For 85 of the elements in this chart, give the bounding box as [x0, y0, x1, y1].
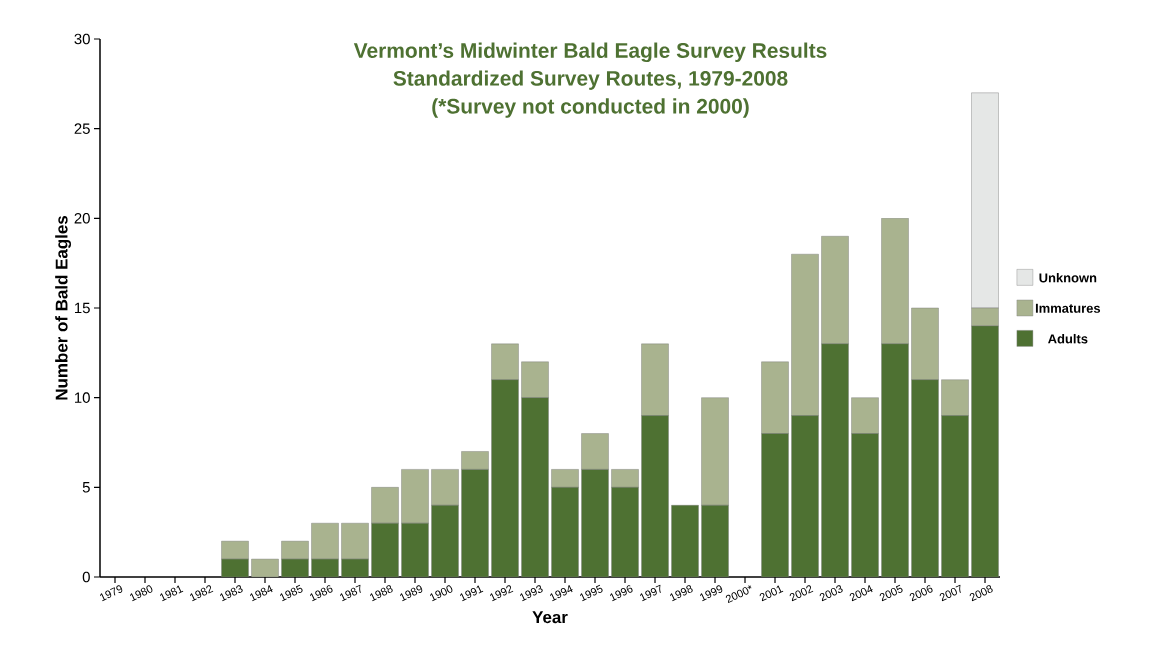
x-tick-label: 1983 — [219, 585, 243, 602]
bar — [641, 343, 669, 416]
x-tick-label: 1994 — [549, 584, 573, 602]
bar — [821, 343, 849, 577]
bar — [701, 397, 729, 506]
x-tick-label: 1981 — [159, 585, 184, 602]
bar — [551, 469, 579, 488]
x-tick-label: 2003 — [819, 585, 843, 602]
bar — [671, 505, 699, 577]
y-tick-label: 30 — [74, 33, 90, 45]
x-axis-title: Year — [532, 611, 568, 624]
x-tick-label: 1995 — [579, 584, 603, 602]
y-tick-label: 0 — [82, 571, 90, 583]
bar — [611, 469, 639, 488]
x-tick-label: 1998 — [669, 585, 693, 602]
bar — [521, 361, 549, 398]
bar — [911, 379, 939, 577]
bar — [881, 343, 909, 577]
bar — [431, 469, 459, 506]
bar — [941, 379, 969, 416]
x-tick-label: 2001 — [759, 585, 784, 602]
bar — [761, 361, 789, 434]
x-tick-label: 1982 — [189, 585, 214, 602]
bar — [401, 469, 429, 524]
bar — [821, 236, 849, 345]
bar — [371, 523, 399, 577]
bar — [881, 218, 909, 345]
bar — [701, 505, 729, 577]
x-tick-label: 2004 — [849, 584, 873, 602]
bar — [461, 469, 489, 577]
x-tick-label: 1980 — [129, 585, 153, 602]
x-tick-label: 1985 — [279, 584, 303, 602]
x-tick-label: 1979 — [99, 585, 123, 602]
bar — [581, 469, 609, 577]
bar — [611, 487, 639, 577]
bar — [641, 415, 669, 577]
bar — [851, 433, 879, 577]
x-tick-label: 2000* — [725, 585, 752, 604]
x-tick-label: 2006 — [909, 585, 933, 602]
x-tick-label: 2005 — [879, 584, 903, 602]
legend-label: Adults — [1048, 333, 1088, 344]
bar — [581, 433, 609, 470]
bar — [971, 325, 999, 577]
y-tick-label: 10 — [75, 392, 90, 403]
annotation: (*Survey not conducted in 2000) — [432, 98, 749, 118]
bar — [761, 433, 789, 577]
x-tick-label: 1991 — [459, 585, 484, 602]
y-axis-title: Number of Bald Eagles — [55, 216, 72, 400]
x-tick-label: 1993 — [519, 585, 543, 602]
x-tick-label: 1999 — [699, 585, 723, 602]
x-tick-label: 1992 — [489, 585, 514, 602]
x-tick-label: 2008 — [969, 585, 993, 602]
bar — [551, 487, 579, 577]
x-tick-label: 1900 — [429, 585, 453, 602]
x-tick-label: 1989 — [399, 585, 423, 602]
bar — [461, 451, 489, 470]
chart-title: Vermont’s Midwinter Bald Eagle Survey Results — [353, 42, 827, 63]
y-tick-label: 15 — [75, 302, 90, 314]
bar — [341, 523, 369, 560]
x-tick-label: 1997 — [639, 584, 661, 602]
y-tick-label: 25 — [74, 123, 90, 134]
bar — [941, 415, 969, 577]
legend-label: Immatures — [1035, 303, 1101, 313]
bar — [491, 343, 519, 380]
x-tick-label: 2007 — [939, 584, 961, 602]
bar — [911, 307, 939, 380]
bar — [521, 397, 549, 577]
bar — [791, 254, 819, 416]
text: Standardized Survey Routes, 1979-2008 — [393, 70, 788, 90]
x-tick-label: 1987 — [339, 584, 361, 602]
bar — [371, 487, 399, 524]
bar — [791, 415, 819, 577]
x-tick-label: 1986 — [309, 585, 333, 602]
x-tick-label: 1996 — [609, 585, 633, 602]
bar — [401, 523, 429, 577]
y-tick-label: 20 — [74, 213, 90, 224]
x-tick-label: 1984 — [249, 584, 273, 602]
bar — [491, 379, 519, 577]
bar — [431, 505, 459, 577]
y-tick-label: 5 — [82, 482, 90, 493]
x-tick-label: 2002 — [789, 585, 814, 602]
x-tick-label: 1988 — [369, 585, 393, 602]
legend-label: Unknown — [1039, 272, 1097, 283]
bar — [311, 523, 339, 560]
bar — [851, 397, 879, 434]
